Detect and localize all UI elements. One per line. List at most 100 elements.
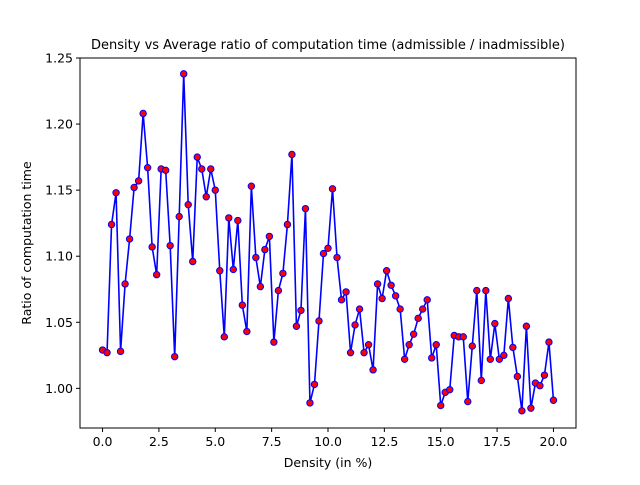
x-tick-label: 7.5 xyxy=(262,434,282,449)
data-point xyxy=(527,404,535,412)
data-point xyxy=(482,286,490,295)
data-point xyxy=(536,382,544,390)
data-point xyxy=(256,282,265,291)
data-point xyxy=(315,317,323,325)
data-point xyxy=(103,348,111,357)
x-tick-label: 17.5 xyxy=(483,434,511,449)
data-point xyxy=(297,306,305,315)
data-point xyxy=(540,371,549,379)
data-point xyxy=(333,253,341,262)
data-point xyxy=(522,322,531,330)
data-point xyxy=(369,366,377,374)
y-tick-label: 1.10 xyxy=(45,249,73,264)
data-point xyxy=(180,70,188,78)
data-point xyxy=(459,333,467,341)
y-tick-label: 1.00 xyxy=(45,381,73,396)
data-point xyxy=(387,281,395,289)
data-point xyxy=(378,294,386,303)
data-point xyxy=(148,243,156,251)
y-tick-label: 1.15 xyxy=(45,183,73,198)
data-point xyxy=(116,347,125,356)
data-point xyxy=(265,232,274,241)
x-tick-label: 15.0 xyxy=(427,434,455,449)
data-point xyxy=(342,288,350,296)
y-axis: 1.00 1.05 1.10 1.15 1.20 1.25 xyxy=(45,51,80,396)
data-point xyxy=(518,407,526,415)
data-point xyxy=(216,267,224,275)
chart-title: Density vs Average ratio of computation … xyxy=(91,38,565,53)
data-point xyxy=(396,305,404,313)
data-point xyxy=(423,296,431,304)
data-point xyxy=(220,333,228,341)
data-point xyxy=(139,109,147,118)
data-point xyxy=(234,216,242,225)
y-tick-label: 1.05 xyxy=(45,315,73,330)
data-point xyxy=(243,327,251,336)
data-point xyxy=(198,165,206,173)
data-point xyxy=(464,397,472,406)
data-point xyxy=(175,212,183,221)
data-point xyxy=(121,280,129,288)
data-point xyxy=(202,193,210,201)
data-point xyxy=(238,301,247,309)
data-point xyxy=(274,286,283,295)
data-point xyxy=(125,235,134,243)
data-point xyxy=(328,185,337,193)
series-layer xyxy=(98,70,558,415)
data-point xyxy=(211,186,219,194)
data-point xyxy=(351,321,359,329)
data-point xyxy=(509,343,517,352)
x-tick-label: 20.0 xyxy=(540,434,568,449)
data-point xyxy=(301,204,310,213)
data-point xyxy=(229,265,238,274)
data-point xyxy=(495,355,504,363)
data-point xyxy=(473,286,481,295)
data-point xyxy=(324,244,332,252)
data-point xyxy=(432,341,440,349)
x-tick-label: 12.5 xyxy=(370,434,398,449)
data-point xyxy=(500,351,508,360)
data-point xyxy=(261,245,269,254)
data-point xyxy=(189,257,197,266)
data-point xyxy=(193,153,201,161)
data-point xyxy=(337,296,346,304)
y-tick-label: 1.20 xyxy=(45,117,73,132)
data-point xyxy=(418,305,427,313)
x-tick-label: 10.0 xyxy=(314,434,342,449)
data-point xyxy=(491,319,499,328)
data-point xyxy=(252,253,260,262)
data-point xyxy=(391,292,400,300)
data-point xyxy=(112,189,120,197)
data-point xyxy=(161,166,170,175)
data-point xyxy=(477,376,486,385)
data-point xyxy=(225,214,233,222)
data-point xyxy=(247,182,256,190)
data-point xyxy=(373,280,382,288)
x-tick-label: 5.0 xyxy=(205,434,225,449)
data-point xyxy=(409,330,418,338)
data-point xyxy=(134,177,143,185)
y-tick-label: 1.25 xyxy=(45,51,73,66)
data-point xyxy=(364,341,373,349)
data-point xyxy=(184,200,192,209)
data-point xyxy=(437,401,445,410)
data-point xyxy=(279,269,287,278)
data-point xyxy=(283,220,292,229)
x-tick-label: 2.5 xyxy=(149,434,169,449)
data-point xyxy=(143,163,152,172)
data-point xyxy=(545,338,553,346)
data-point xyxy=(400,355,409,363)
data-point xyxy=(310,380,319,389)
data-point xyxy=(170,352,179,361)
x-tick-label: 0.0 xyxy=(93,434,113,449)
data-point xyxy=(166,241,174,250)
data-point xyxy=(107,220,116,229)
data-point xyxy=(346,348,355,357)
data-point xyxy=(360,348,368,357)
data-point xyxy=(130,183,138,192)
data-point xyxy=(513,372,522,381)
data-point xyxy=(504,294,513,303)
data-point xyxy=(306,399,314,407)
